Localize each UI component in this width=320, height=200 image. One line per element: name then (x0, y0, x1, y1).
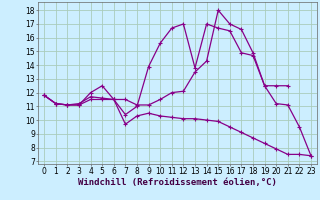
X-axis label: Windchill (Refroidissement éolien,°C): Windchill (Refroidissement éolien,°C) (78, 178, 277, 187)
